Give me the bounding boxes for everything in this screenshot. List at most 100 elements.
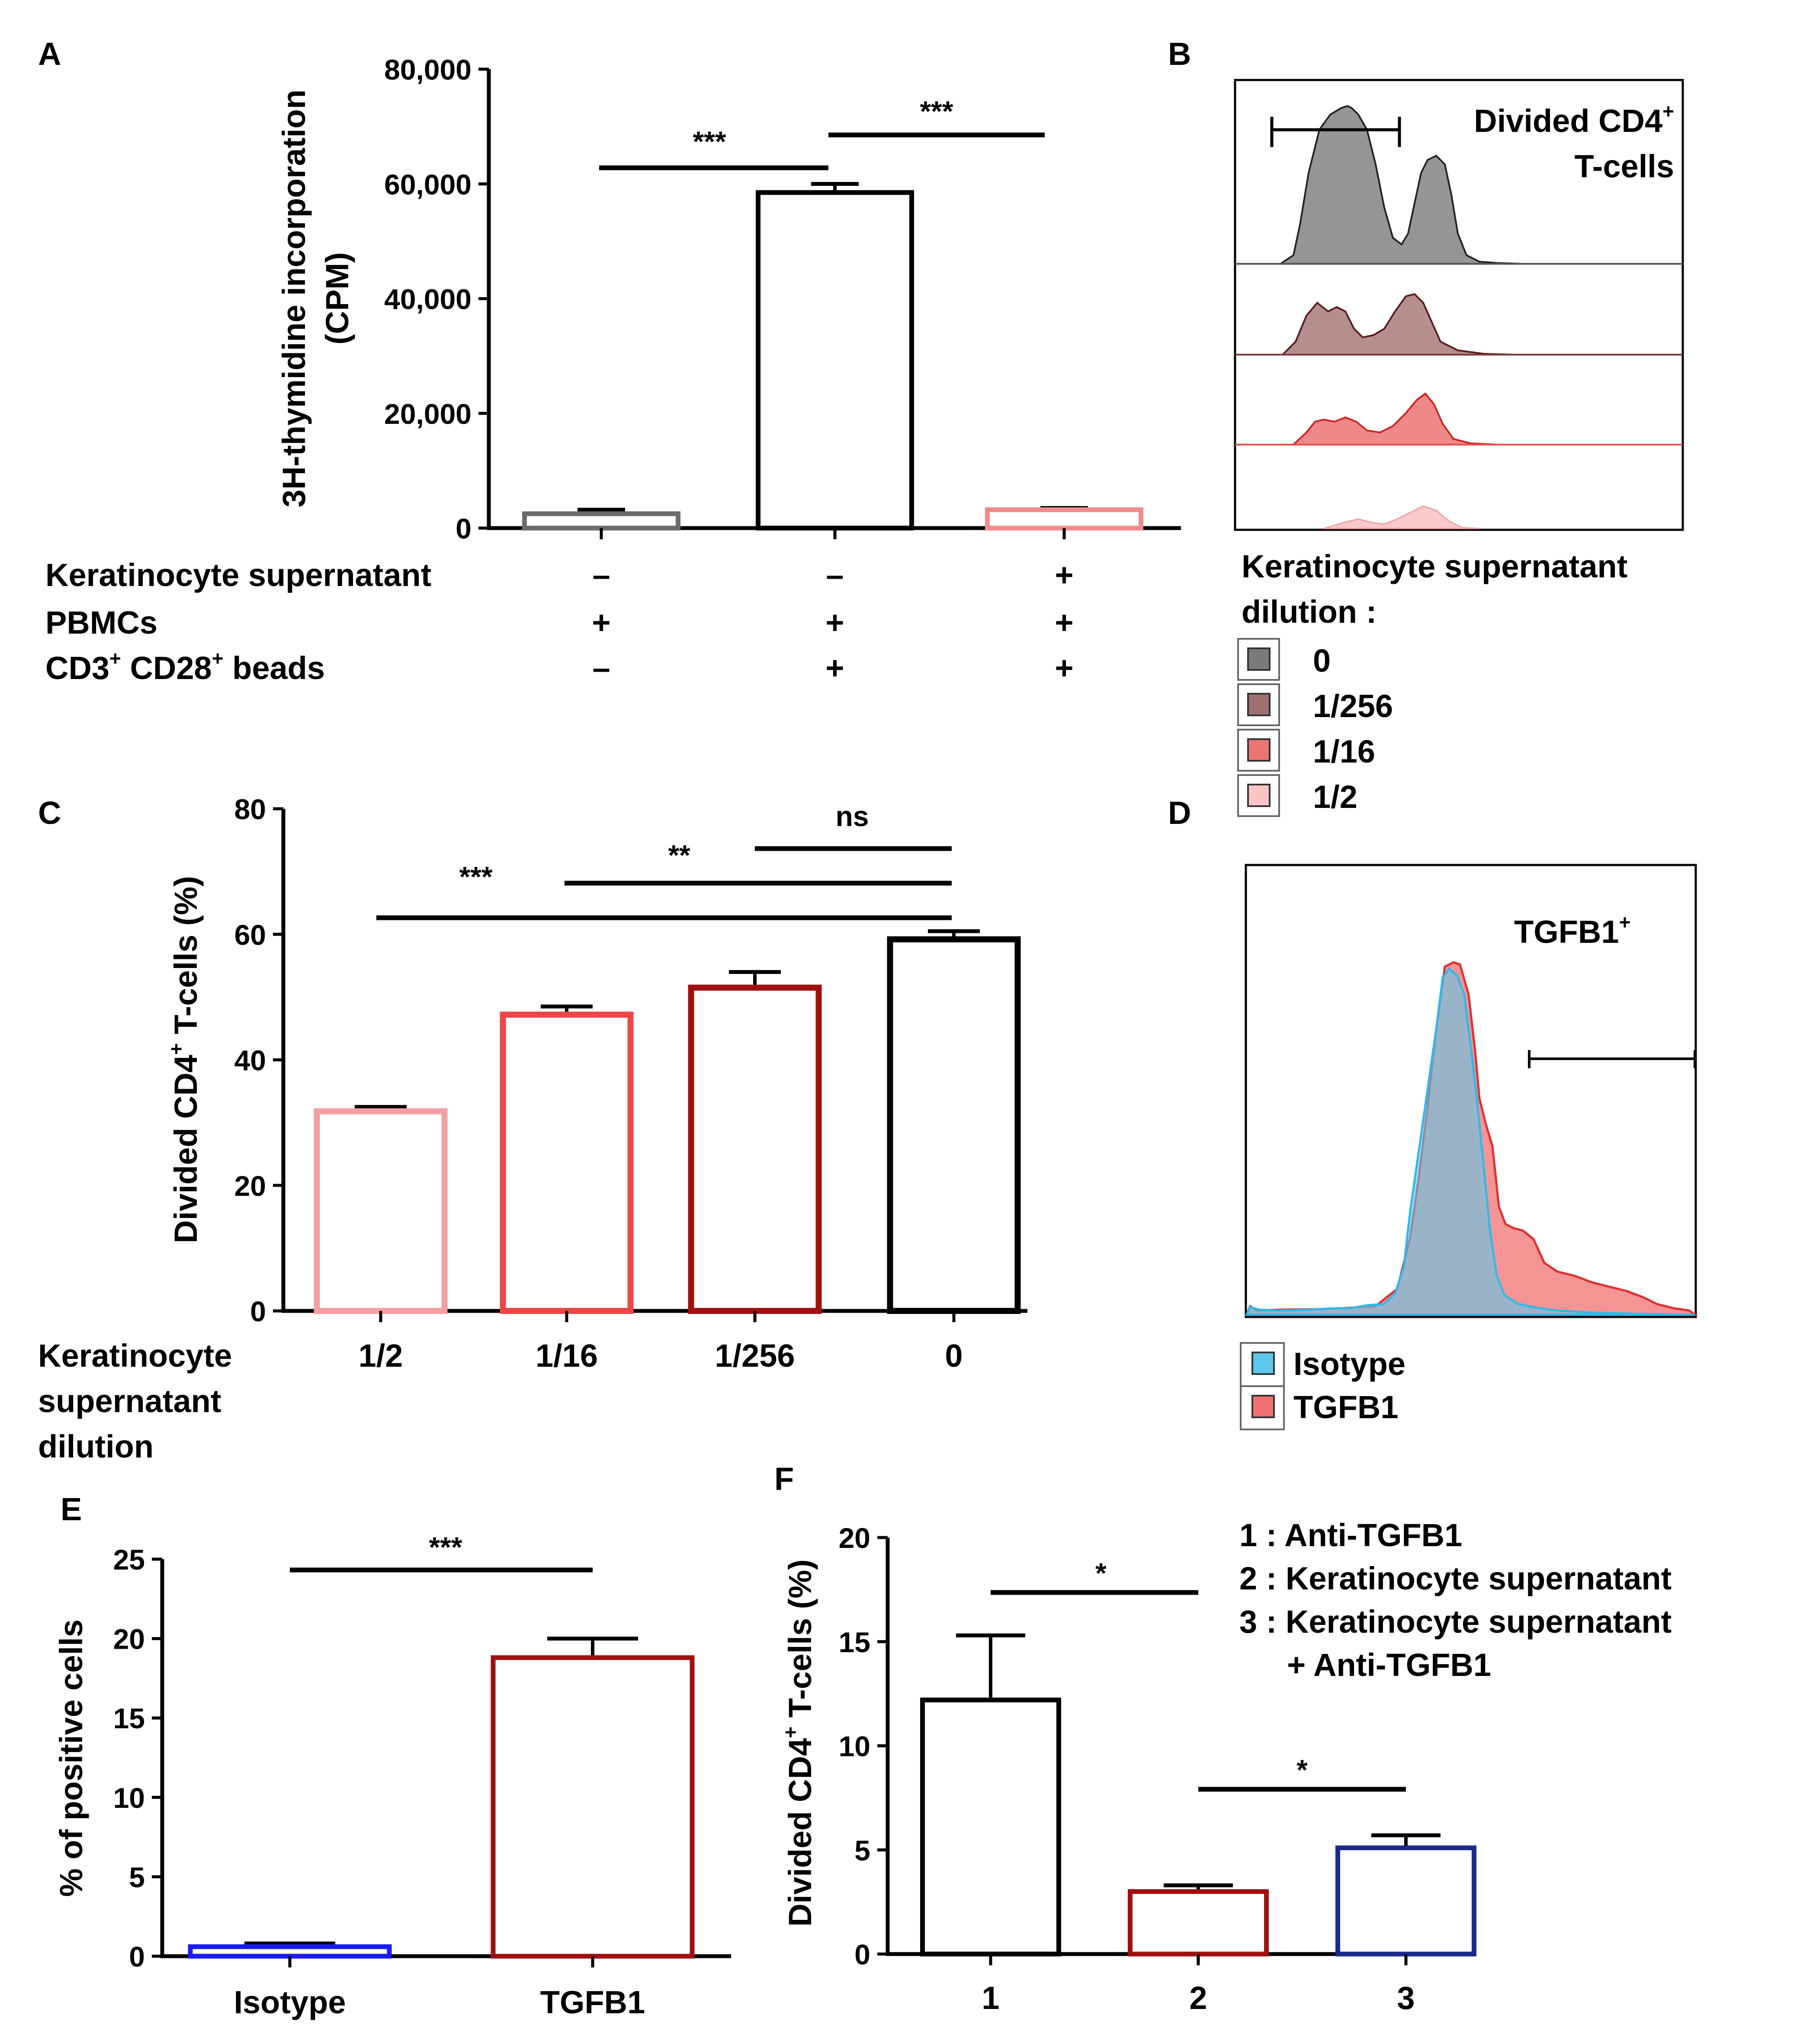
significance-label: * [1095,1557,1107,1589]
y-tick-label: 5 [129,1861,145,1893]
panel-f-legend-line-4: + Anti-TGFB1 [1287,1647,1491,1683]
condition-sign: + [825,650,844,686]
panel-d-gate-label: TGFB1+ [1514,911,1630,950]
y-tick-label: 20 [839,1522,870,1554]
y-tick-label: 5 [854,1834,870,1866]
panel-label-b: B [1168,36,1191,72]
panel-c-x-title-2: supernatant [38,1383,221,1419]
legend-label: 1/256 [1313,688,1393,724]
panel-b-legend-title-2: dilution : [1242,594,1376,630]
y-tick-label: 10 [113,1782,145,1814]
legend-label: TGFB1 [1293,1389,1399,1425]
y-tick-label: 20,000 [384,398,472,430]
panel-c-y-title: Divided CD4+ T-cells (%) [165,876,204,1243]
panel-a-y-title-1: 3H-thymidine incorporation [276,90,312,507]
panel-c-chart: Divided CD4+ T-cells (%) Keratinocyte su… [38,793,1027,1464]
panel-label-c: C [38,795,61,831]
significance-label: *** [459,861,492,893]
y-tick-label: 60,000 [384,168,472,200]
panel-e-y-title: % of positive cells [53,1619,89,1897]
x-tick-label: 1 [982,1980,999,2016]
panel-label-f: F [774,1461,794,1497]
x-tick-label: 3 [1397,1980,1415,2016]
condition-sign: + [1055,557,1073,593]
legend-label: 0 [1313,643,1331,679]
bar [491,1655,695,1959]
x-tick-label: TGFB1 [540,1984,645,2020]
y-tick-label: 40 [234,1044,266,1076]
panel-f-chart: Divided CD4+ T-cells (%) 1 : Anti-TGFB1 … [779,1517,1672,2016]
panel-label-a: A [38,36,61,72]
y-tick-label: 0 [854,1938,870,1970]
y-tick-label: 25 [113,1544,145,1576]
bar [500,1012,634,1314]
panel-label-d: D [1168,795,1191,831]
bar [985,507,1143,531]
bar [314,1108,448,1314]
panel-f-legend-line-3: 3 : Keratinocyte supernatant [1239,1604,1672,1640]
legend-swatch [1247,738,1271,762]
x-tick-label: 1/2 [359,1338,403,1374]
panel-b-legend-title-1: Keratinocyte supernatant [1242,548,1627,584]
x-tick-label: 2 [1189,1980,1207,2016]
legend-swatch [1251,1352,1275,1375]
y-tick-label: 10 [839,1730,870,1762]
y-tick-label: 60 [234,919,266,951]
legend-swatch [1247,693,1271,716]
y-tick-label: 15 [113,1702,145,1734]
condition-sign: + [592,605,610,641]
condition-sign: + [825,605,844,641]
y-tick-label: 80,000 [384,54,472,86]
y-tick-label: 20 [113,1623,145,1655]
histogram-1-2 [1323,505,1480,529]
panel-e-chart: % of positive cells 0 5 10 15 20 25 Isotype TG… [53,1531,731,2020]
legend-swatch [1247,647,1271,671]
panel-b-histogram: Divided CD4+ T-cells Keratinocyte supern… [1234,79,1684,817]
histogram-1-16 [1291,392,1497,445]
legend-label: 1/2 [1313,779,1357,815]
panel-f-legend-line-2: 2 : Keratinocyte supernatant [1239,1560,1672,1596]
y-tick-label: 80 [234,793,266,825]
significance-label: ns [835,800,869,832]
condition-label: CD3+ CD28+ beads [45,647,325,686]
panel-f-y-title: Divided CD4+ T-cells (%) [779,1559,818,1926]
panel-d-frame [1245,864,1697,1318]
bar [1128,1889,1269,1957]
significance-label: *** [920,95,953,127]
panel-b-gate-label-2: T-cells [1575,148,1674,184]
bar [920,1698,1061,1957]
panel-b-frame [1234,79,1684,531]
y-tick-label: 0 [456,513,472,545]
bar [756,190,914,531]
x-tick-label: 1/256 [715,1338,795,1374]
x-tick-label: Isotype [234,1984,346,2020]
panel-a-y-title-2: (CPM) [319,252,355,345]
condition-sign: + [1055,605,1073,641]
legend-swatch [1251,1395,1275,1418]
panel-c-x-title-3: dilution [38,1429,154,1464]
histogram-isotype [1245,967,1695,1316]
bar [1335,1845,1476,1957]
bar [688,984,822,1314]
condition-label: PBMCs [45,605,157,641]
panel-b-gate-label-1: Divided CD4+ [1474,100,1674,139]
condition-sign: – [826,557,844,593]
significance-label: *** [429,1531,462,1563]
panel-d-histogram: TGFB1+ Isotype TGFB1 [1240,864,1698,1430]
significance-label: ** [668,839,690,871]
panel-c-x-title-1: Keratinocyte [38,1338,232,1374]
panel-f-legend-line-1: 1 : Anti-TGFB1 [1239,1517,1462,1553]
histogram-1-256 [1280,293,1514,356]
legend-swatch [1247,784,1271,807]
y-tick-label: 0 [250,1295,266,1327]
condition-label: Keratinocyte supernatant [45,557,431,593]
histogram-0 [1277,105,1523,265]
y-tick-label: 20 [234,1170,266,1202]
legend-label: 1/16 [1313,734,1375,769]
panel-label-e: E [61,1491,82,1527]
bar [887,936,1021,1314]
significance-label: *** [693,125,726,157]
bar [188,1944,392,1959]
condition-sign: – [592,650,610,686]
